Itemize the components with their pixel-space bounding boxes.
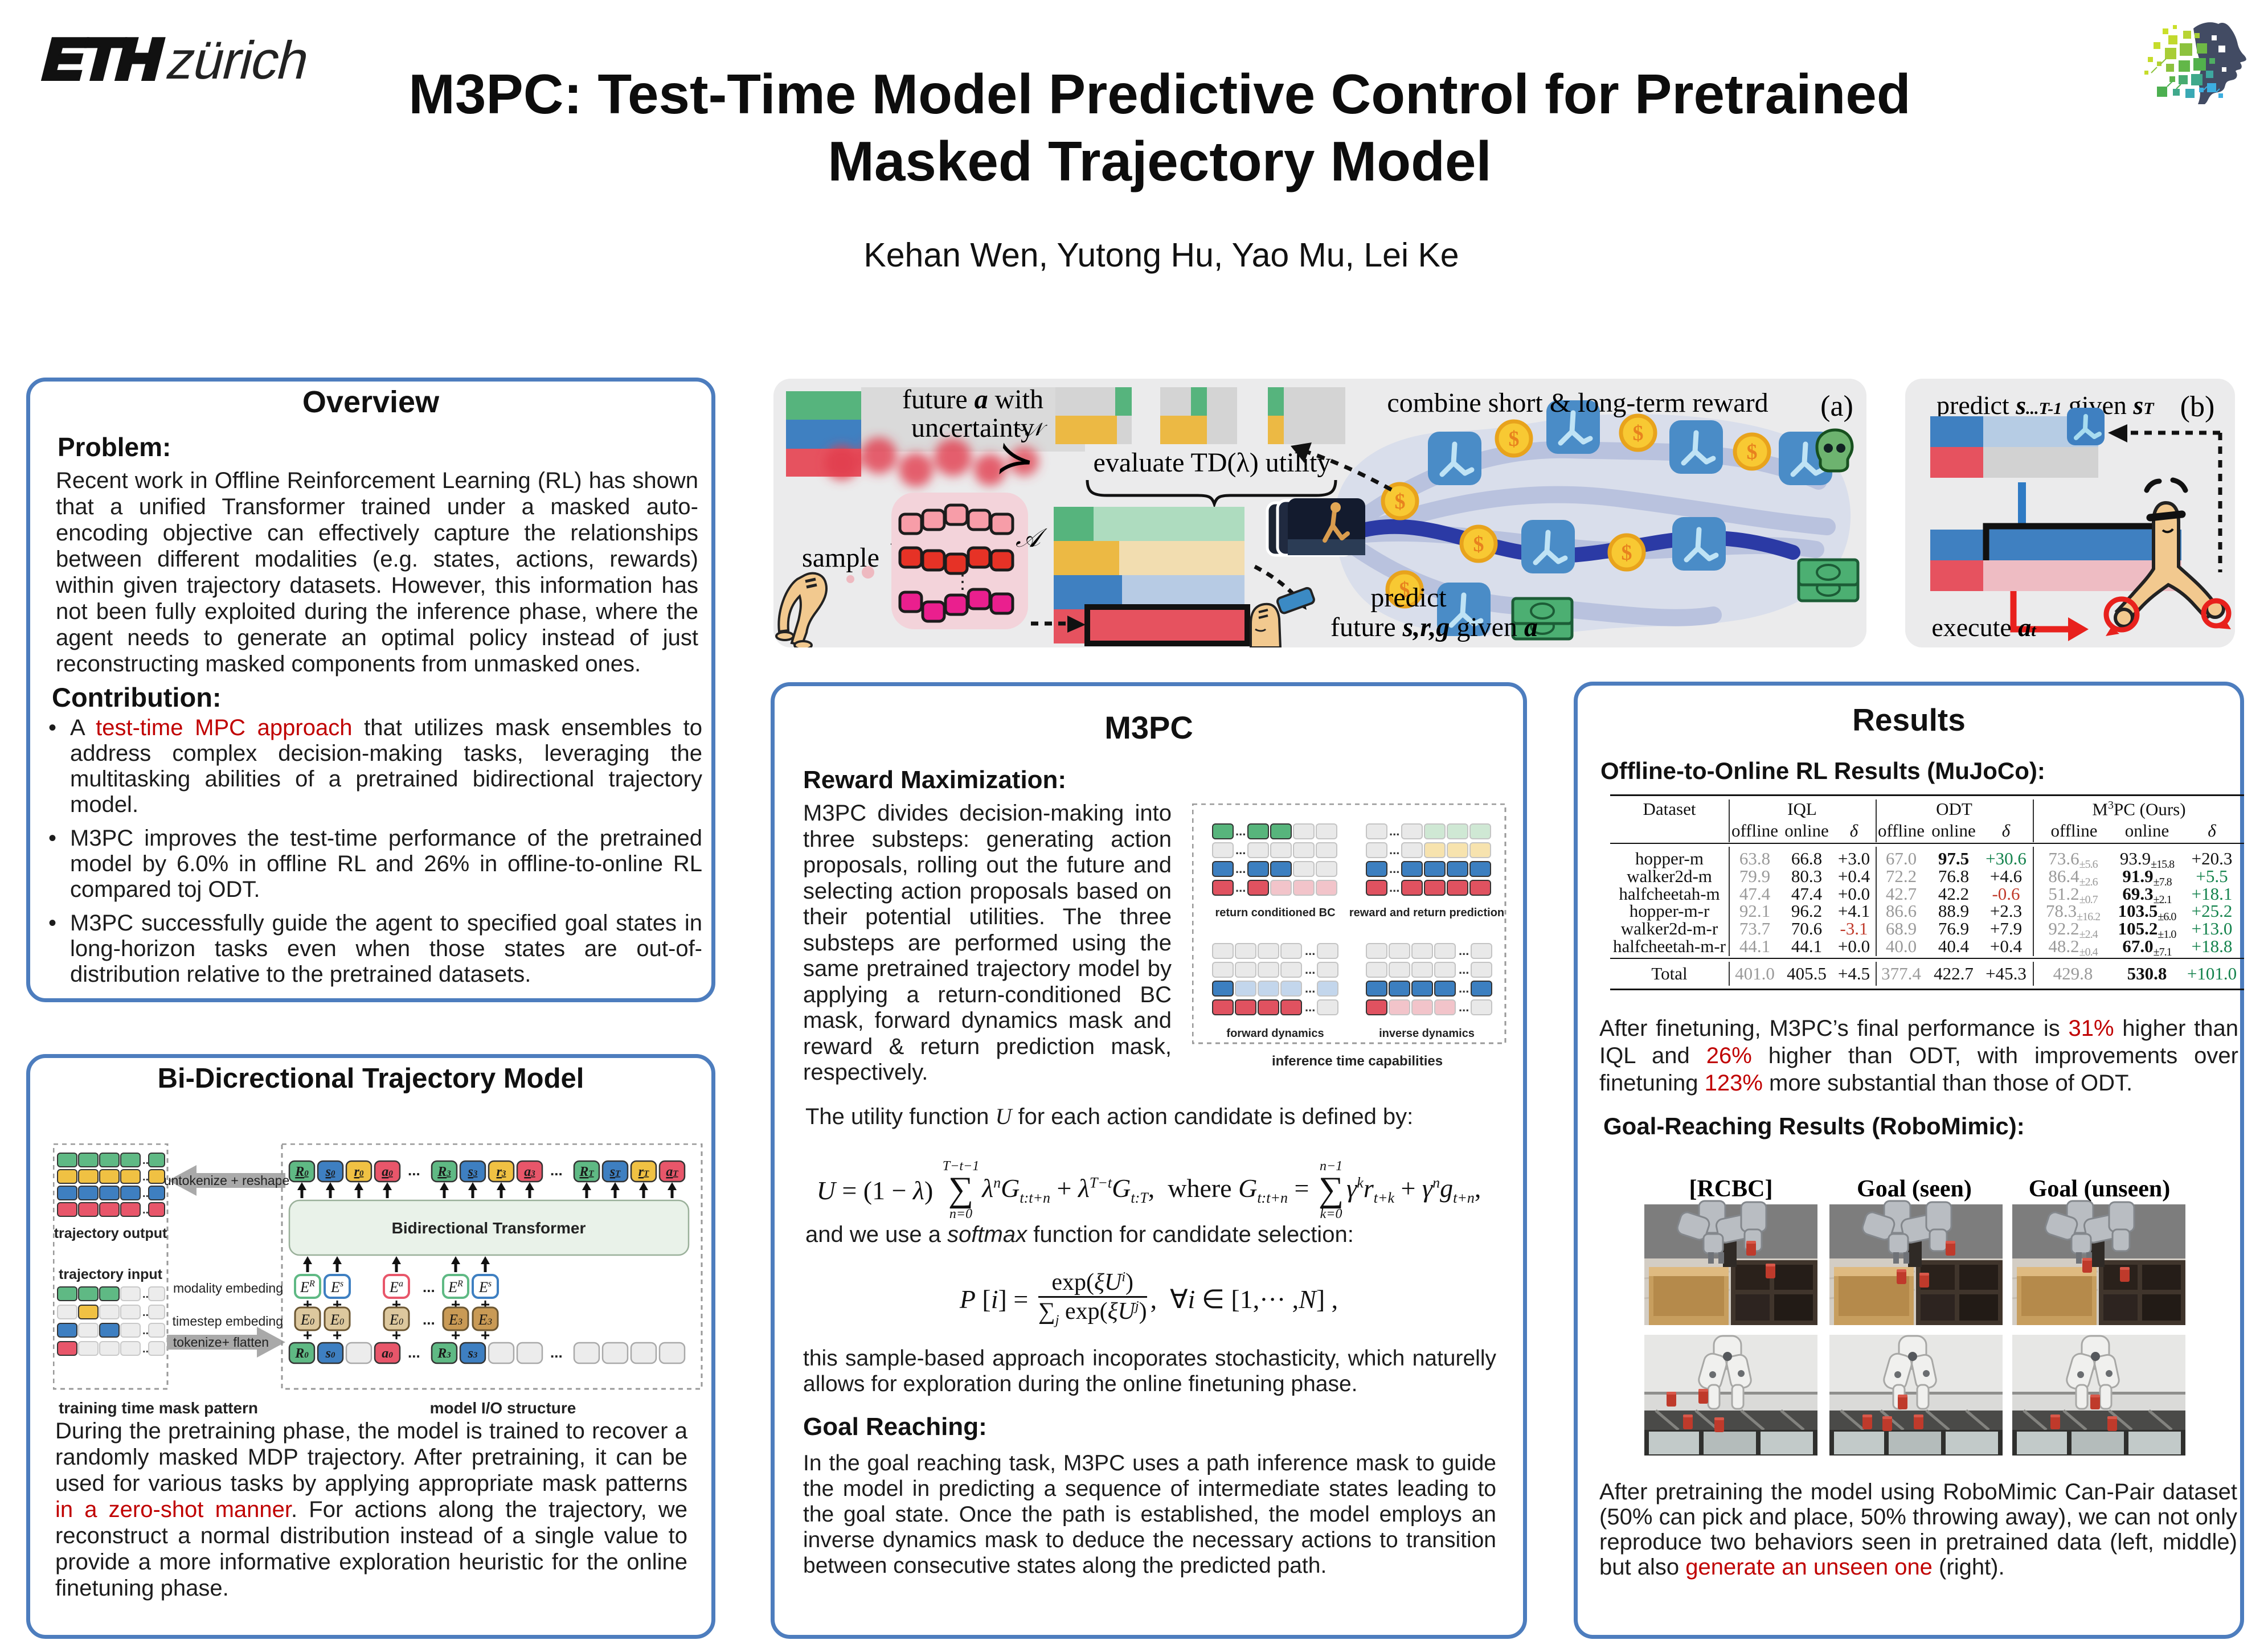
svg-text:...: ...	[1459, 962, 1469, 977]
svg-text:execute at: execute at	[1931, 613, 2037, 642]
svg-text:uncertainty: uncertainty	[911, 413, 1034, 443]
svg-text:≻: ≻	[993, 433, 1038, 487]
svg-text:future s,r,g given a: future s,r,g given a	[1330, 612, 1538, 642]
svg-text:+: +	[392, 1326, 401, 1344]
svg-text:untokenize + reshape: untokenize + reshape	[164, 1173, 290, 1188]
svg-text:...: ...	[1305, 1000, 1315, 1014]
svg-text:...: ...	[1459, 944, 1469, 958]
svg-text:inverse dynamics: inverse dynamics	[1379, 1027, 1475, 1040]
svg-text:return conditioned BC: return conditioned BC	[1215, 907, 1335, 919]
svg-text:+: +	[481, 1326, 490, 1344]
svg-text:ETH: ETH	[36, 28, 167, 88]
svg-text:...: ...	[1305, 944, 1315, 958]
svg-text:...: ...	[1459, 1000, 1469, 1014]
svg-text:modality embeding: modality embeding	[173, 1281, 283, 1295]
svg-text:Goal (seen): Goal (seen)	[1857, 1176, 1972, 1202]
svg-text:tokenize+ flatten: tokenize+ flatten	[173, 1335, 269, 1350]
svg-text:...: ...	[550, 1344, 563, 1361]
svg-text:...: ...	[1235, 880, 1246, 895]
svg-text:~𝒩: ~𝒩	[1015, 419, 1047, 440]
svg-text:combine short & long-term rewa: combine short & long-term reward	[1387, 388, 1768, 418]
svg-text:future a with: future a with	[902, 384, 1043, 415]
svg-text:+: +	[303, 1326, 312, 1344]
svg-text:...: ...	[1389, 824, 1399, 838]
svg-text:+: +	[451, 1326, 460, 1344]
svg-text:Goal (unseen): Goal (unseen)	[2029, 1176, 2171, 1202]
svg-text:⋮: ⋮	[953, 571, 972, 593]
svg-text:training time mask pattern: training time mask pattern	[59, 1399, 258, 1417]
svg-text:...: ...	[550, 1162, 563, 1179]
svg-text:[RCBC]: [RCBC]	[1689, 1176, 1773, 1202]
svg-text:timestep embeding: timestep embeding	[173, 1314, 283, 1329]
svg-text:inference time capabilities: inference time capabilities	[1272, 1053, 1443, 1069]
svg-text:...: ...	[1305, 981, 1315, 995]
svg-text:trajectory output: trajectory output	[54, 1225, 167, 1241]
svg-text:trajectory input: trajectory input	[59, 1266, 163, 1282]
svg-text:reward and return prediction: reward and return prediction	[1349, 907, 1504, 919]
svg-text:R0: R0	[294, 1346, 309, 1361]
svg-text:evaluate TD(λ) utility: evaluate TD(λ) utility	[1094, 448, 1331, 478]
svg-text:(a): (a)	[1820, 390, 1853, 423]
svg-text:...: ...	[1459, 981, 1469, 995]
svg-text:(b): (b)	[2180, 391, 2215, 423]
svg-text:zürich: zürich	[161, 31, 306, 88]
svg-text:...: ...	[1389, 843, 1399, 857]
svg-text:...: ...	[408, 1162, 420, 1179]
svg-text:predict: predict	[1370, 583, 1447, 613]
svg-text:...: ...	[1235, 824, 1246, 838]
svg-text:forward dynamics: forward dynamics	[1226, 1027, 1324, 1040]
svg-text:...: ...	[1389, 862, 1399, 876]
svg-text:Bidirectional Transformer: Bidirectional Transformer	[392, 1219, 586, 1237]
svg-text:model I/O structure: model I/O structure	[430, 1399, 576, 1417]
svg-text:...: ...	[423, 1311, 435, 1328]
svg-text:+: +	[333, 1326, 342, 1344]
svg-text:...: ...	[1235, 862, 1246, 876]
svg-text:...: ...	[408, 1344, 420, 1361]
svg-text:...: ...	[1305, 962, 1315, 977]
svg-text:...: ...	[423, 1278, 435, 1295]
svg-text:...: ...	[1235, 843, 1246, 857]
svg-text:...: ...	[1389, 880, 1399, 895]
